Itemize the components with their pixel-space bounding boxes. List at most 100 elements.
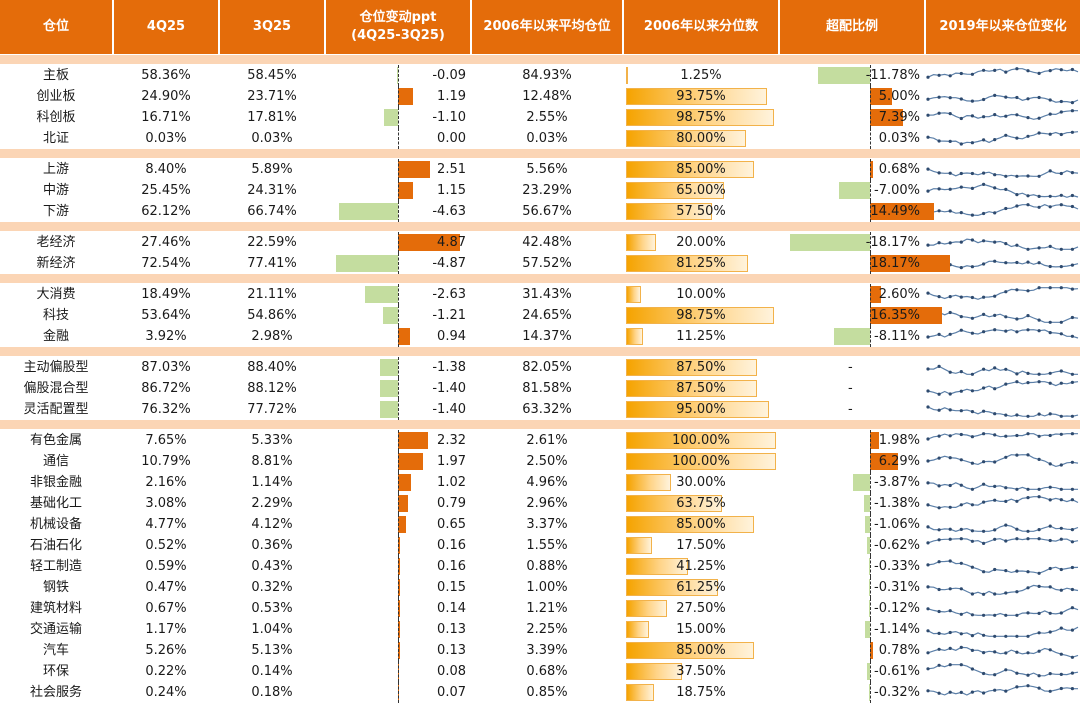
trend-point bbox=[993, 366, 997, 370]
trend-point bbox=[1026, 453, 1030, 457]
trend-point bbox=[1059, 626, 1063, 630]
trend-point bbox=[1037, 584, 1041, 588]
cell-q3: 0.14% bbox=[220, 661, 324, 682]
trend-point bbox=[1037, 329, 1041, 333]
trend-point bbox=[959, 632, 963, 636]
trend-line bbox=[927, 287, 1079, 300]
cell-pctile: 100.00% bbox=[624, 430, 778, 451]
pctile-bar bbox=[626, 642, 754, 659]
trend-sparkline bbox=[926, 663, 1079, 678]
trend-point bbox=[1037, 412, 1041, 416]
trend-point bbox=[1070, 487, 1074, 491]
trend-point bbox=[1037, 174, 1041, 178]
trend-point bbox=[948, 295, 952, 299]
name-value: 下游 bbox=[42, 204, 69, 219]
table-row: 汽车 5.26% 5.13% 0.13 3.39% 85.00% 0.78% bbox=[0, 640, 1080, 661]
trend-point bbox=[1037, 434, 1041, 438]
pctile-bar bbox=[626, 203, 713, 220]
trend-point bbox=[1015, 317, 1019, 321]
table-row: 科技 53.64% 54.86% -1.21 24.65% 98.75% 16.35% bbox=[0, 305, 1080, 326]
pctile-bar bbox=[626, 516, 754, 533]
avg-value: 3.39% bbox=[526, 643, 568, 658]
overweight-axis bbox=[870, 107, 871, 128]
table-row: 主动偏股型 87.03% 88.40% -1.38 82.05% 87.50% - bbox=[0, 357, 1080, 378]
trend-point bbox=[926, 167, 930, 171]
avg-value: 0.85% bbox=[526, 685, 568, 700]
cell-q4: 62.12% bbox=[114, 201, 218, 222]
cell-pctile: 15.00% bbox=[624, 619, 778, 640]
cell-pctile: 65.00% bbox=[624, 180, 778, 201]
cell-pctile: 80.00% bbox=[624, 128, 778, 149]
cell-change: 0.79 bbox=[326, 493, 470, 514]
cell-change: -1.21 bbox=[326, 305, 470, 326]
pctile-bar bbox=[626, 380, 758, 397]
trend-line bbox=[927, 329, 1079, 339]
trend-point bbox=[926, 503, 930, 507]
cell-avg: 1.21% bbox=[472, 598, 622, 619]
pctile-value: 57.50% bbox=[676, 204, 726, 219]
trend-point bbox=[937, 73, 941, 77]
change-axis bbox=[398, 451, 399, 472]
trend-point bbox=[959, 295, 963, 299]
q3-value: 5.89% bbox=[251, 162, 293, 177]
trend-point bbox=[1070, 334, 1074, 338]
trend-point bbox=[1004, 382, 1008, 386]
trend-sparkline bbox=[926, 182, 1079, 198]
q3-value: 0.03% bbox=[251, 131, 293, 146]
q4-value: 8.40% bbox=[145, 162, 187, 177]
pctile-bar bbox=[626, 286, 641, 303]
trend-point bbox=[1015, 174, 1019, 178]
trend-point bbox=[1070, 565, 1074, 570]
trend-point bbox=[1004, 114, 1008, 118]
trend-point bbox=[993, 567, 997, 572]
trend-point bbox=[1048, 205, 1052, 209]
name-value: 基础化工 bbox=[29, 496, 82, 511]
trend-point bbox=[970, 171, 974, 176]
cell-overweight: -0.32% bbox=[780, 682, 924, 703]
trend-point bbox=[993, 484, 997, 488]
trend-point bbox=[1070, 263, 1074, 267]
cell-avg: 2.61% bbox=[472, 430, 622, 451]
trend-point bbox=[1048, 611, 1052, 615]
trend-point bbox=[926, 629, 930, 633]
trend-sparkline bbox=[926, 238, 1079, 251]
trend-point bbox=[1059, 498, 1063, 502]
trend-point bbox=[1015, 685, 1019, 689]
trend-point bbox=[948, 663, 952, 667]
trend-point bbox=[1026, 328, 1030, 332]
trend-point bbox=[948, 587, 952, 591]
trend-point bbox=[1026, 673, 1030, 677]
cell-change: 0.08 bbox=[326, 661, 470, 682]
trend-point bbox=[1004, 206, 1008, 211]
cell-q3: 0.18% bbox=[220, 682, 324, 703]
trend-point bbox=[1048, 672, 1052, 676]
trend-point bbox=[993, 313, 997, 317]
trend-point bbox=[1059, 672, 1063, 676]
table-row: 金融 3.92% 2.98% 0.94 14.37% 11.25% -8.11% bbox=[0, 326, 1080, 347]
pctile-bar bbox=[626, 495, 722, 512]
trend-sparkline bbox=[926, 405, 1079, 418]
overweight-axis bbox=[870, 598, 871, 619]
trend-point bbox=[1037, 372, 1041, 376]
trend-point bbox=[1037, 131, 1041, 135]
table-row: 钢铁 0.47% 0.32% 0.15 1.00% 61.25% -0.31% bbox=[0, 577, 1080, 598]
overweight-value: -0.61% bbox=[874, 664, 920, 679]
group-separator bbox=[0, 149, 1080, 158]
trend-point bbox=[948, 310, 952, 315]
q4-value: 18.49% bbox=[141, 287, 191, 302]
q4-value: 87.03% bbox=[141, 360, 191, 375]
cell-avg: 3.37% bbox=[472, 514, 622, 535]
overweight-axis bbox=[870, 514, 871, 535]
cell-name: 科技 bbox=[0, 305, 112, 326]
pctile-bar bbox=[626, 684, 655, 701]
cell-q4: 58.36% bbox=[114, 65, 218, 86]
trend-point bbox=[959, 370, 963, 374]
change-axis bbox=[398, 201, 399, 222]
name-value: 非银金融 bbox=[29, 475, 82, 490]
cell-q3: 1.14% bbox=[220, 472, 324, 493]
trend-point bbox=[937, 139, 941, 143]
overweight-bar bbox=[870, 642, 874, 659]
trend-point bbox=[959, 240, 963, 244]
trend-point bbox=[970, 372, 974, 376]
avg-value: 1.00% bbox=[526, 580, 568, 595]
